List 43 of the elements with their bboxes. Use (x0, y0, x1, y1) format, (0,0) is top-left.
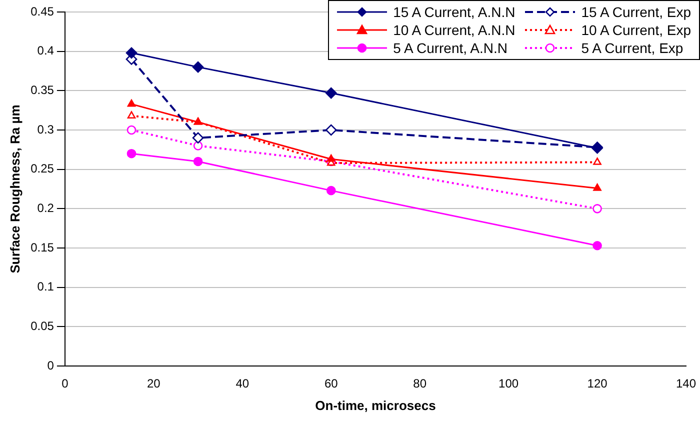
y-tick-label: 0.35 (30, 82, 54, 97)
point (127, 111, 136, 118)
point (193, 141, 203, 150)
point (126, 47, 138, 59)
point (592, 204, 602, 214)
point (592, 240, 602, 250)
y-tick-label: 0.3 (37, 122, 54, 136)
point (126, 125, 136, 135)
point (593, 184, 602, 191)
x-axis-title: On-time, microsecs (315, 398, 436, 413)
point (325, 87, 337, 99)
point (325, 124, 337, 136)
y-tick-label: 0.2 (37, 200, 54, 215)
y-tick-label: 0.25 (30, 162, 54, 176)
x-tick-label: 100 (498, 376, 519, 391)
y-axis-title: Surface Roughness, Ra µm (7, 104, 22, 274)
legend-label: 10 A Current, Exp (581, 22, 691, 38)
x-tick-label: 0 (62, 376, 69, 391)
legend-label: 15 A Current, A.N.N (393, 4, 516, 20)
x-tick-label: 20 (146, 376, 161, 391)
x-tick-label: 120 (587, 376, 608, 391)
point (327, 154, 336, 162)
point (593, 158, 602, 165)
point (126, 148, 136, 158)
legend-label: 5 A Current, Exp (581, 40, 684, 56)
point (193, 156, 203, 166)
point (192, 61, 204, 73)
y-tick-label: 0 (47, 358, 54, 372)
legend-label: 15 A Current, Exp (581, 4, 691, 20)
legend-label: 5 A Current, A.N.N (393, 40, 508, 56)
y-tick-label: 0.05 (30, 318, 54, 333)
x-tick-label: 40 (236, 376, 250, 391)
legend-label: 10 A Current, A.N.N (393, 22, 516, 38)
y-tick-label: 0.4 (37, 44, 54, 58)
y-tick-label: 0.15 (30, 240, 54, 254)
point (326, 186, 336, 196)
point (127, 99, 136, 107)
x-tick-label: 60 (324, 376, 338, 391)
x-tick-label: 80 (413, 376, 427, 391)
y-tick-label: 0.1 (37, 280, 54, 294)
point (192, 132, 204, 144)
x-tick-label: 140 (676, 376, 696, 391)
y-tick-label: 0.45 (30, 4, 54, 18)
